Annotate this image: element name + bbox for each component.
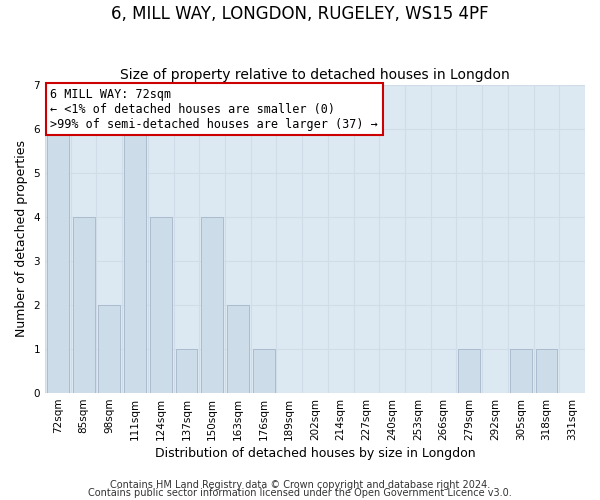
Bar xyxy=(227,305,249,393)
Text: 6 MILL WAY: 72sqm
← <1% of detached houses are smaller (0)
>99% of semi-detached: 6 MILL WAY: 72sqm ← <1% of detached hous… xyxy=(50,88,378,130)
Text: Contains public sector information licensed under the Open Government Licence v3: Contains public sector information licen… xyxy=(88,488,512,498)
Title: Size of property relative to detached houses in Longdon: Size of property relative to detached ho… xyxy=(120,68,510,82)
Text: 6, MILL WAY, LONGDON, RUGELEY, WS15 4PF: 6, MILL WAY, LONGDON, RUGELEY, WS15 4PF xyxy=(111,5,489,23)
Bar xyxy=(47,128,69,393)
Bar xyxy=(201,217,223,393)
Bar xyxy=(510,349,532,393)
Bar xyxy=(458,349,480,393)
X-axis label: Distribution of detached houses by size in Longdon: Distribution of detached houses by size … xyxy=(155,447,475,460)
Bar xyxy=(150,217,172,393)
Text: Contains HM Land Registry data © Crown copyright and database right 2024.: Contains HM Land Registry data © Crown c… xyxy=(110,480,490,490)
Bar xyxy=(176,349,197,393)
Y-axis label: Number of detached properties: Number of detached properties xyxy=(15,140,28,338)
Bar xyxy=(253,349,275,393)
Bar xyxy=(73,217,95,393)
Bar xyxy=(536,349,557,393)
Bar xyxy=(124,128,146,393)
Bar xyxy=(98,305,120,393)
